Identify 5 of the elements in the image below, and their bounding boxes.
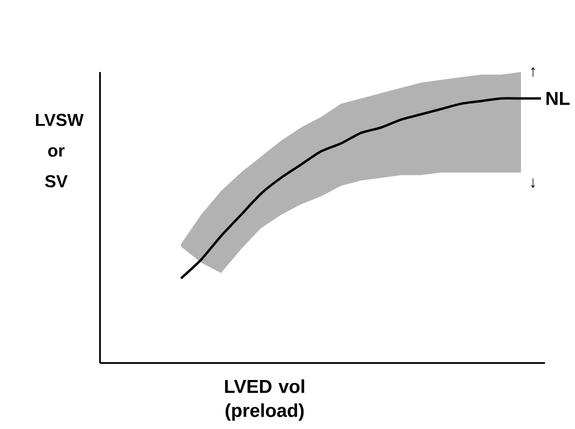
text: ↑ <box>531 67 535 77</box>
text: LVSW or SV <box>36 114 84 188</box>
annotation: ↓ <box>531 178 535 188</box>
x-axis-title: LVED vol (preload) <box>225 379 304 421</box>
series-label: NL <box>546 92 570 105</box>
